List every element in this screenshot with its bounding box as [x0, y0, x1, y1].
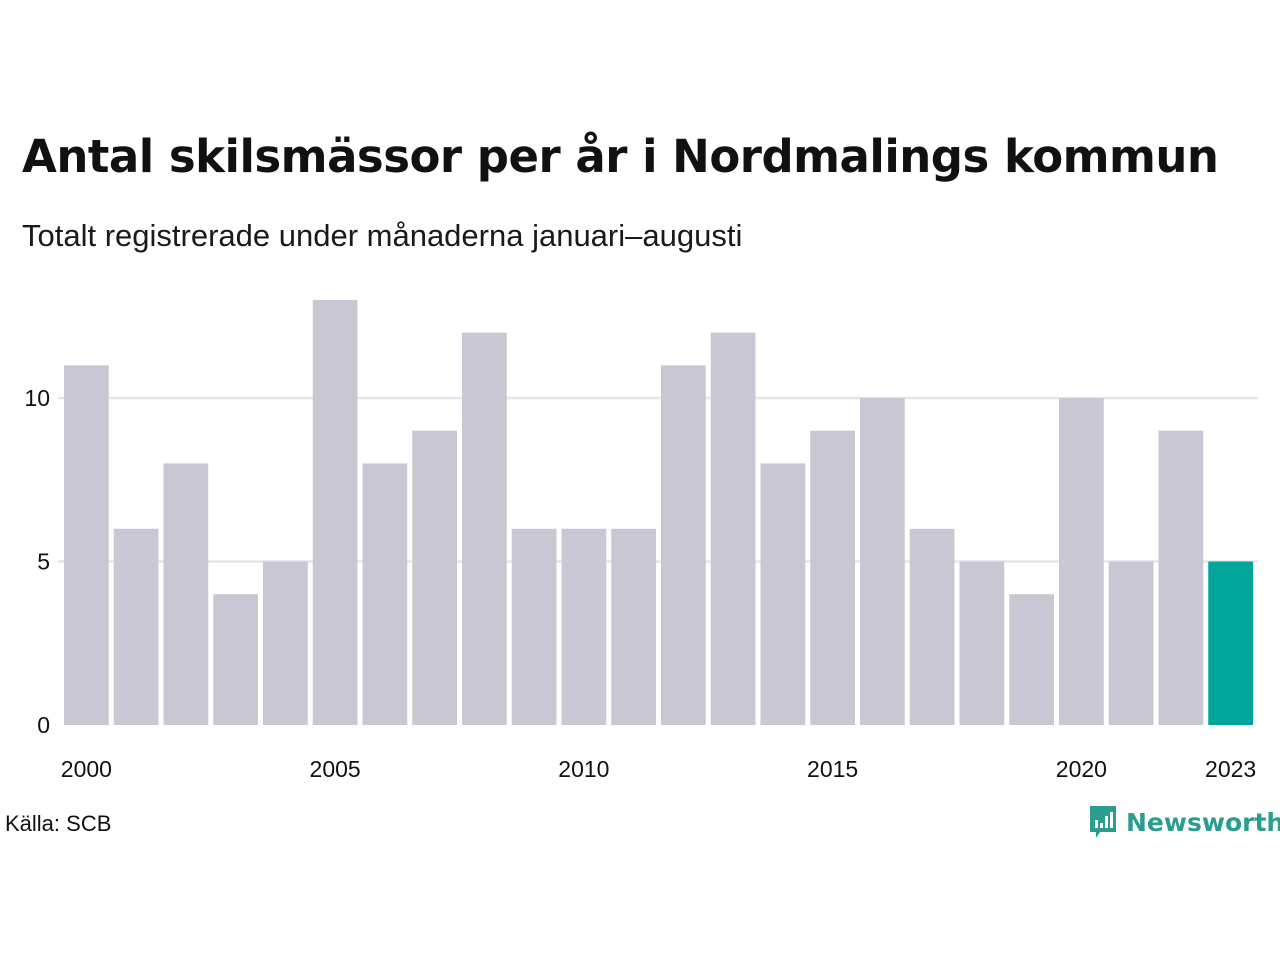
bar-2002: [163, 463, 209, 725]
bar-2009: [511, 528, 557, 725]
bar-2003: [213, 594, 258, 725]
chart-subtitle: Totalt registrerade under månaderna janu…: [22, 218, 743, 253]
bar-2007: [412, 430, 457, 725]
bar-2012: [661, 365, 706, 725]
y-tick-label: 0: [37, 712, 50, 738]
bar-2014: [760, 463, 806, 725]
bar-2018: [959, 561, 1005, 725]
y-tick-label: 10: [24, 385, 50, 411]
bar-2011: [611, 528, 656, 725]
source-label: Källa: SCB: [5, 811, 112, 836]
bar-2023: [1208, 561, 1253, 725]
bar-2016: [860, 398, 905, 725]
bar-2004: [263, 561, 308, 725]
x-tick-label: 2023: [1205, 756, 1256, 782]
x-tick-label: 2005: [310, 756, 361, 782]
bar-2022: [1158, 430, 1204, 725]
x-tick-label: 2010: [558, 756, 609, 782]
bar-2006: [362, 463, 408, 725]
y-tick-label: 5: [37, 549, 50, 575]
bar-2000: [64, 365, 109, 725]
bar-2001: [113, 528, 159, 725]
bar-2010: [561, 528, 607, 725]
bar-2013: [710, 332, 756, 725]
bar-2008: [462, 332, 507, 725]
brand-name: Newsworthy: [1126, 807, 1280, 837]
brand-logo: Newsworthy: [1088, 804, 1280, 840]
x-tick-label: 2015: [807, 756, 858, 782]
bar-2019: [1009, 594, 1054, 725]
bar-chart-speech-bubble-icon: [1090, 806, 1116, 838]
bar-2005: [312, 299, 358, 725]
bar-2020: [1059, 398, 1104, 725]
bar-2015: [810, 430, 855, 725]
bar-2021: [1108, 561, 1154, 725]
chart-title: Antal skilsmässor per år i Nordmalings k…: [22, 130, 1219, 183]
x-tick-label: 2020: [1056, 756, 1107, 782]
x-tick-label: 2000: [61, 756, 112, 782]
bar-2017: [909, 528, 955, 725]
